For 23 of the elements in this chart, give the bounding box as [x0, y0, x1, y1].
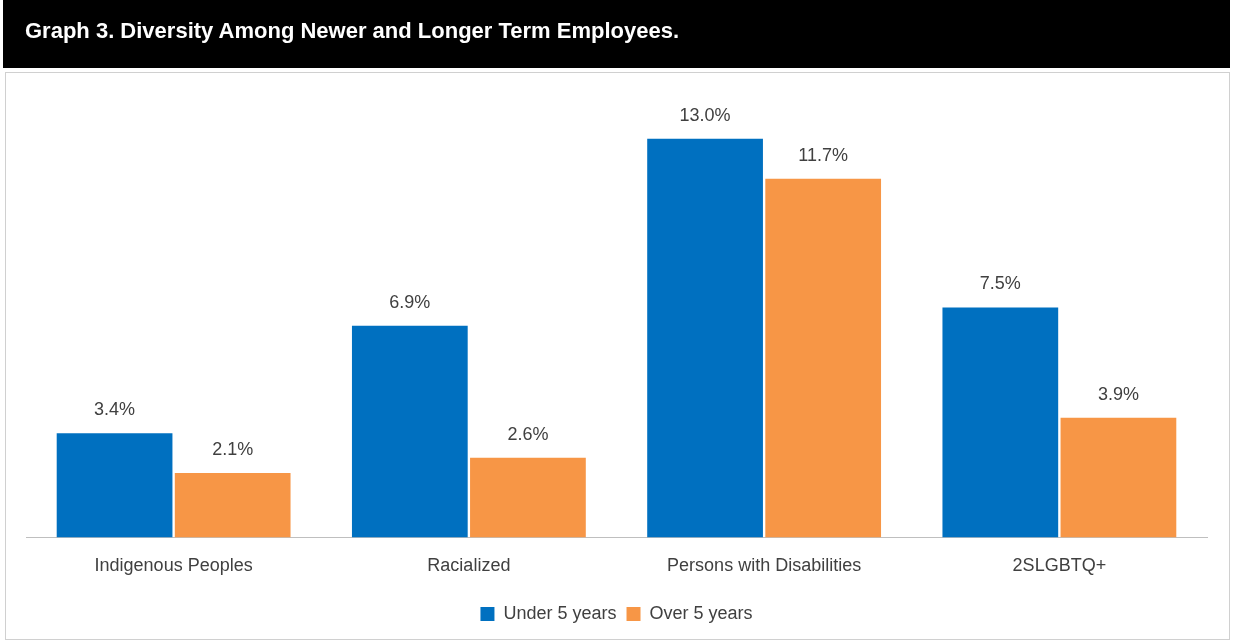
chart-title: Graph 3. Diversity Among Newer and Longer Term Employees.: [3, 0, 1230, 68]
bar: [1060, 417, 1177, 538]
x-tick-label: Persons with Disabilities: [667, 555, 862, 576]
bar: [56, 433, 173, 538]
x-tick-label: Racialized: [427, 555, 511, 576]
data-label: 13.0%: [679, 104, 731, 125]
bar: [351, 325, 468, 538]
legend-label: Over 5 years: [649, 602, 753, 623]
data-label: 3.9%: [1097, 383, 1139, 404]
bar: [942, 307, 1059, 538]
bar: [470, 457, 586, 538]
data-label: 2.1%: [212, 438, 254, 459]
data-label: 2.6%: [507, 423, 549, 444]
legend-label: Under 5 years: [503, 602, 617, 623]
x-tick-label: 2SLGBTQ+: [1012, 555, 1107, 576]
bar: [647, 138, 763, 538]
data-label: 7.5%: [979, 273, 1021, 294]
bar: [174, 473, 291, 538]
data-label: 6.9%: [389, 291, 431, 312]
data-label: 3.4%: [94, 399, 136, 420]
x-tick-label: Indigenous Peoples: [94, 555, 253, 576]
data-label: 11.7%: [798, 144, 849, 165]
bar: [765, 178, 882, 538]
